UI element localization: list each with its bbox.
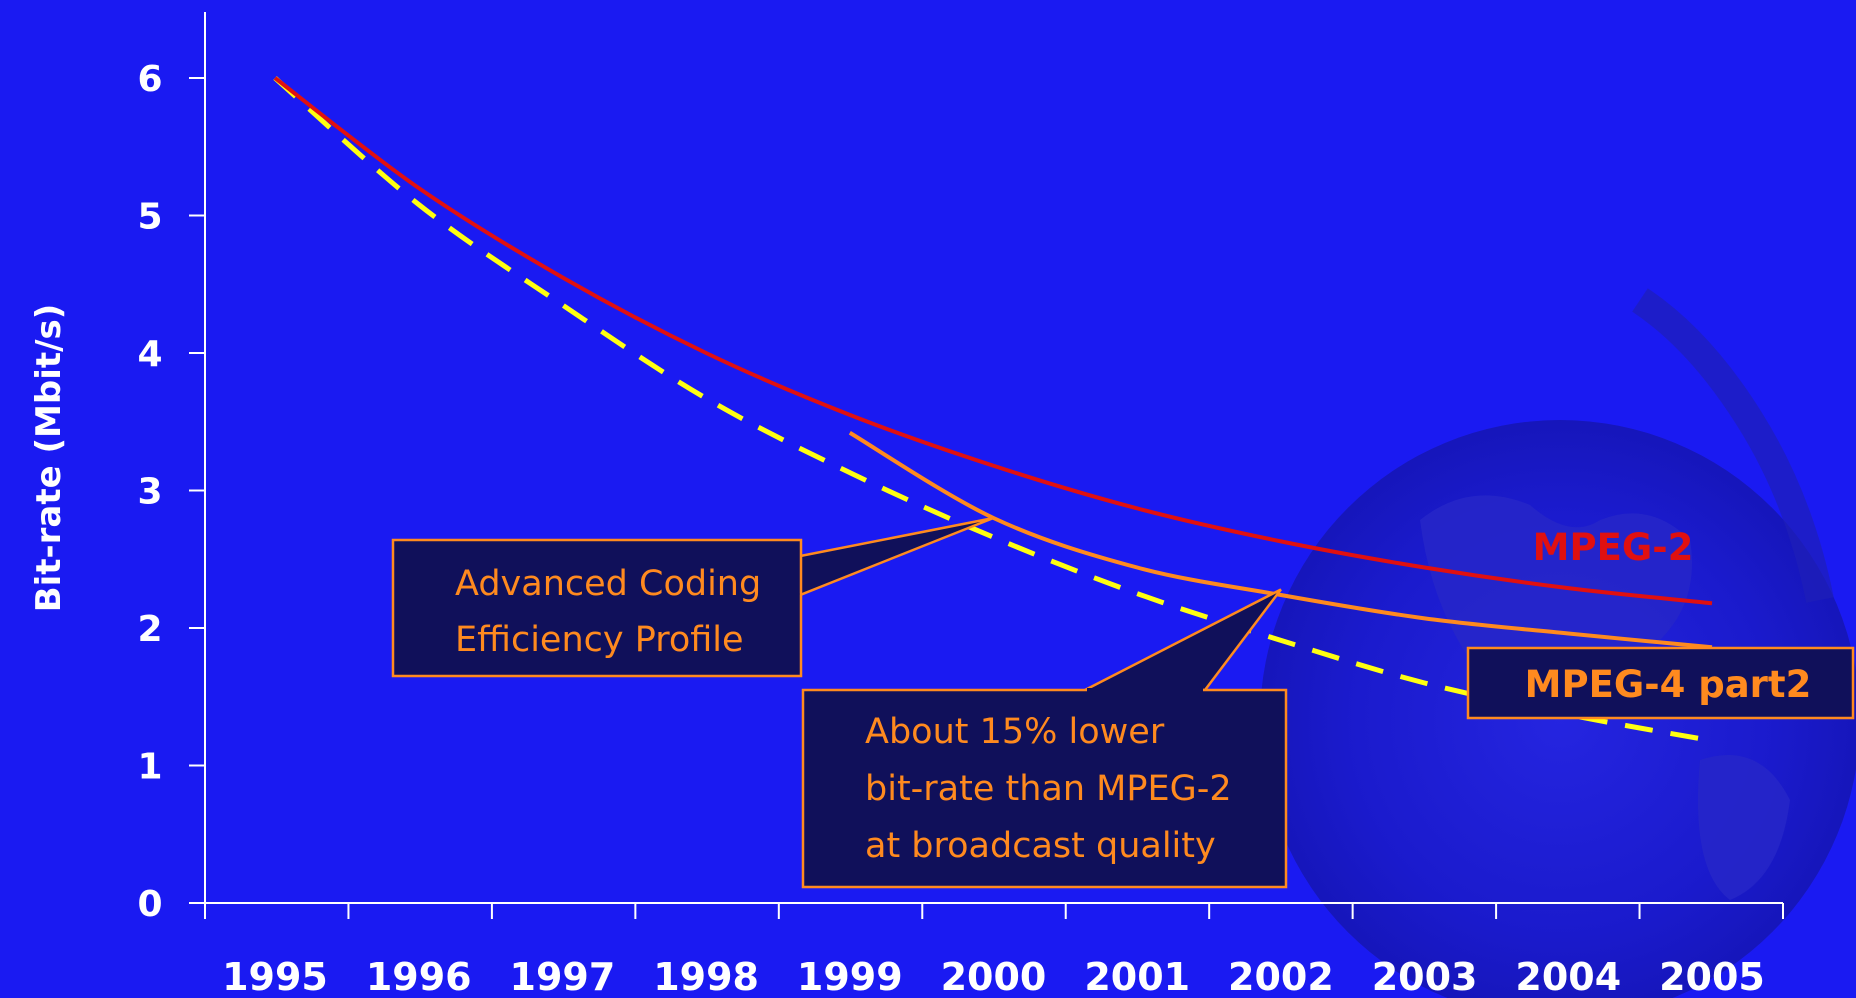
callout-text: Efficiency Profile xyxy=(455,620,744,660)
x-tick-label: 1997 xyxy=(510,955,616,998)
mpeg2-series-label: MPEG-2 xyxy=(1533,526,1694,569)
mpeg2-line xyxy=(273,76,1713,606)
mpeg4-series-label: MPEG-4 part2 xyxy=(1525,663,1812,706)
callout-box xyxy=(801,688,1288,889)
callout-box xyxy=(391,538,803,678)
callout-pointer xyxy=(1084,588,1282,692)
y-axis-label: Bit-rate (Mbit/s) xyxy=(29,304,69,613)
y-tick-label: 4 xyxy=(137,334,162,375)
x-tick-label: 2000 xyxy=(941,955,1047,998)
callout-text: at broadcast quality xyxy=(865,826,1216,866)
callout-text: Advanced Coding xyxy=(455,564,761,604)
axes: 0 1 2 3 4 5 6 1995 1996 1997 1998 1999 2000 2001 2002… xyxy=(137,12,1784,998)
callout-ace: Advanced Coding Efficiency Profile xyxy=(391,516,994,678)
y-tick-label: 0 xyxy=(137,884,162,925)
x-tick-label: 1999 xyxy=(797,955,903,998)
y-tick-label: 5 xyxy=(137,197,162,238)
x-tick-label: 2005 xyxy=(1659,955,1765,998)
x-tick-label: 1996 xyxy=(366,955,472,998)
callout-seam xyxy=(780,559,800,596)
y-tick-label: 6 xyxy=(137,59,162,100)
y-tick-label: 2 xyxy=(137,609,162,650)
y-tick-label: 3 xyxy=(137,472,162,513)
trend-dashed-line xyxy=(273,76,1713,744)
y-tick-label: 1 xyxy=(137,747,162,788)
callout-text: bit-rate than MPEG-2 xyxy=(865,769,1232,809)
callout-lower: About 15% lower bit-rate than MPEG-2 at br… xyxy=(801,588,1288,889)
x-tick-label: 2004 xyxy=(1515,955,1621,998)
x-tick-label: 1995 xyxy=(222,955,328,998)
x-tick-label: 2002 xyxy=(1228,955,1334,998)
callout-text: About 15% lower xyxy=(865,712,1165,752)
x-tick-label: 1998 xyxy=(653,955,759,998)
callout-pointer xyxy=(778,516,994,597)
series-label-frame xyxy=(1466,646,1855,720)
x-tick-label: 2003 xyxy=(1372,955,1478,998)
x-tick-label: 2001 xyxy=(1084,955,1190,998)
mpeg4-series-label-box: MPEG-4 part2 xyxy=(1466,646,1855,720)
